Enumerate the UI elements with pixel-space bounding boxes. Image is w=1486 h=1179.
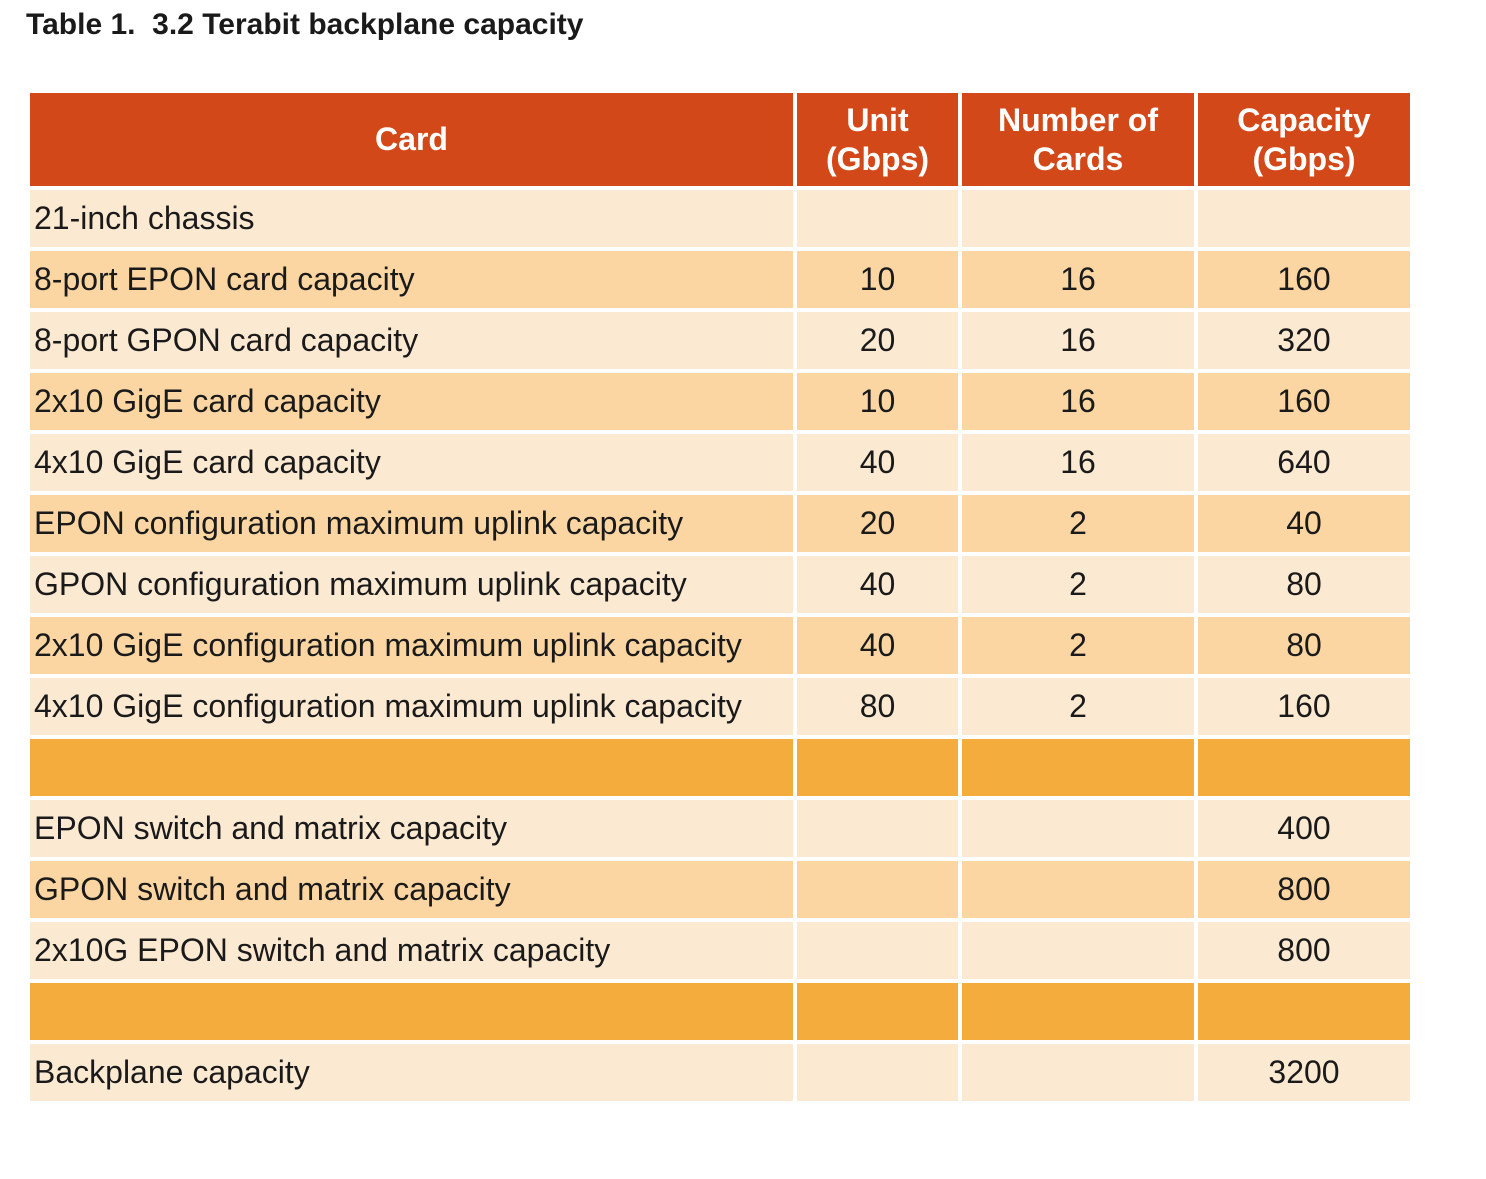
- table-row: GPON switch and matrix capacity 800: [26, 857, 1414, 922]
- cell-count: 2: [958, 552, 1198, 617]
- header-unit-line2: (Gbps): [825, 140, 930, 177]
- cell-unit: [793, 186, 962, 251]
- cell-count: [958, 918, 1198, 983]
- cell-capacity: 320: [1194, 308, 1414, 373]
- table-row: 8-port GPON card capacity 20 16 320: [26, 308, 1414, 373]
- cell-unit: 10: [793, 247, 962, 312]
- cell-unit: 20: [793, 491, 962, 556]
- header-num-line1: Number of: [998, 101, 1158, 138]
- table-caption: Table 1. 3.2 Terabit backplane capacity: [26, 8, 584, 41]
- table-row: 8-port EPON card capacity 10 16 160: [26, 247, 1414, 312]
- cell-card: 8-port EPON card capacity: [26, 247, 797, 312]
- separator-row: [26, 979, 1414, 1044]
- cell-unit: [793, 1040, 962, 1105]
- cell-capacity: 40: [1194, 491, 1414, 556]
- header-unit: Unit (Gbps): [793, 89, 962, 190]
- table-row: 2x10G EPON switch and matrix capacity 80…: [26, 918, 1414, 983]
- cell-count: 2: [958, 674, 1198, 739]
- cell-capacity: 800: [1194, 857, 1414, 922]
- cell-count: [958, 735, 1198, 800]
- cell-count: [958, 186, 1198, 251]
- cell-card: [26, 735, 797, 800]
- cell-count: 16: [958, 247, 1198, 312]
- table-row: EPON switch and matrix capacity 400: [26, 796, 1414, 861]
- cell-count: 2: [958, 491, 1198, 556]
- cell-card: 21-inch chassis: [26, 186, 797, 251]
- cell-count: [958, 979, 1198, 1044]
- cell-card: 2x10 GigE card capacity: [26, 369, 797, 434]
- cell-unit: 40: [793, 552, 962, 617]
- cell-count: 2: [958, 613, 1198, 678]
- cell-unit: [793, 979, 962, 1044]
- cell-unit: [793, 918, 962, 983]
- cell-count: 16: [958, 430, 1198, 495]
- header-unit-line1: Unit: [846, 101, 909, 138]
- table-row: 4x10 GigE configuration maximum uplink c…: [26, 674, 1414, 739]
- cell-count: [958, 1040, 1198, 1105]
- cell-unit: 20: [793, 308, 962, 373]
- cell-card: Backplane capacity: [26, 1040, 797, 1105]
- cell-count: [958, 796, 1198, 861]
- cell-card: 4x10 GigE configuration maximum uplink c…: [26, 674, 797, 739]
- header-cap-line2: (Gbps): [1252, 140, 1356, 177]
- cell-capacity: [1194, 186, 1414, 251]
- cell-card: 2x10 GigE configuration maximum uplink c…: [26, 613, 797, 678]
- table-row: 2x10 GigE configuration maximum uplink c…: [26, 613, 1414, 678]
- header-card: Card: [26, 89, 797, 190]
- cell-count: 16: [958, 308, 1198, 373]
- table-row: EPON configuration maximum uplink capaci…: [26, 491, 1414, 556]
- cell-unit: [793, 857, 962, 922]
- header-cap-line1: Capacity: [1237, 101, 1371, 138]
- capacity-table: Card Unit (Gbps) Number of Cards Capacity(…: [26, 89, 1414, 1105]
- cell-unit: 40: [793, 430, 962, 495]
- cell-card: EPON configuration maximum uplink capaci…: [26, 491, 797, 556]
- table-row-total: Backplane capacity 3200: [26, 1040, 1414, 1105]
- header-row: Card Unit (Gbps) Number of Cards Capacity(…: [26, 89, 1414, 190]
- cell-card: 4x10 GigE card capacity: [26, 430, 797, 495]
- cell-capacity: 3200: [1194, 1040, 1414, 1105]
- header-number-of-cards: Number of Cards: [958, 89, 1198, 190]
- table-row: GPON configuration maximum uplink capaci…: [26, 552, 1414, 617]
- cell-capacity: 800: [1194, 918, 1414, 983]
- cell-capacity: 160: [1194, 674, 1414, 739]
- table-row: 4x10 GigE card capacity 40 16 640: [26, 430, 1414, 495]
- cell-unit: [793, 796, 962, 861]
- cell-capacity: [1194, 735, 1414, 800]
- table-row: 21-inch chassis: [26, 186, 1414, 251]
- cell-card: 2x10G EPON switch and matrix capacity: [26, 918, 797, 983]
- cell-count: [958, 857, 1198, 922]
- cell-capacity: 640: [1194, 430, 1414, 495]
- header-num-line2: Cards: [1032, 140, 1124, 177]
- cell-capacity: 160: [1194, 369, 1414, 434]
- cell-card: 8-port GPON card capacity: [26, 308, 797, 373]
- cell-card: GPON configuration maximum uplink capaci…: [26, 552, 797, 617]
- cell-capacity: 80: [1194, 552, 1414, 617]
- header-capacity: Capacity (Gbps): [1194, 89, 1414, 190]
- cell-capacity: [1194, 979, 1414, 1044]
- cell-unit: 80: [793, 674, 962, 739]
- cell-unit: 40: [793, 613, 962, 678]
- cell-count: 16: [958, 369, 1198, 434]
- cell-unit: [793, 735, 962, 800]
- separator-row: [26, 735, 1414, 800]
- cell-unit: 10: [793, 369, 962, 434]
- cell-capacity: 80: [1194, 613, 1414, 678]
- cell-card: GPON switch and matrix capacity: [26, 857, 797, 922]
- cell-card: EPON switch and matrix capacity: [26, 796, 797, 861]
- cell-capacity: 400: [1194, 796, 1414, 861]
- cell-card: [26, 979, 797, 1044]
- header-card-label: Card: [375, 121, 448, 157]
- cell-capacity: 160: [1194, 247, 1414, 312]
- table-row: 2x10 GigE card capacity 10 16 160: [26, 369, 1414, 434]
